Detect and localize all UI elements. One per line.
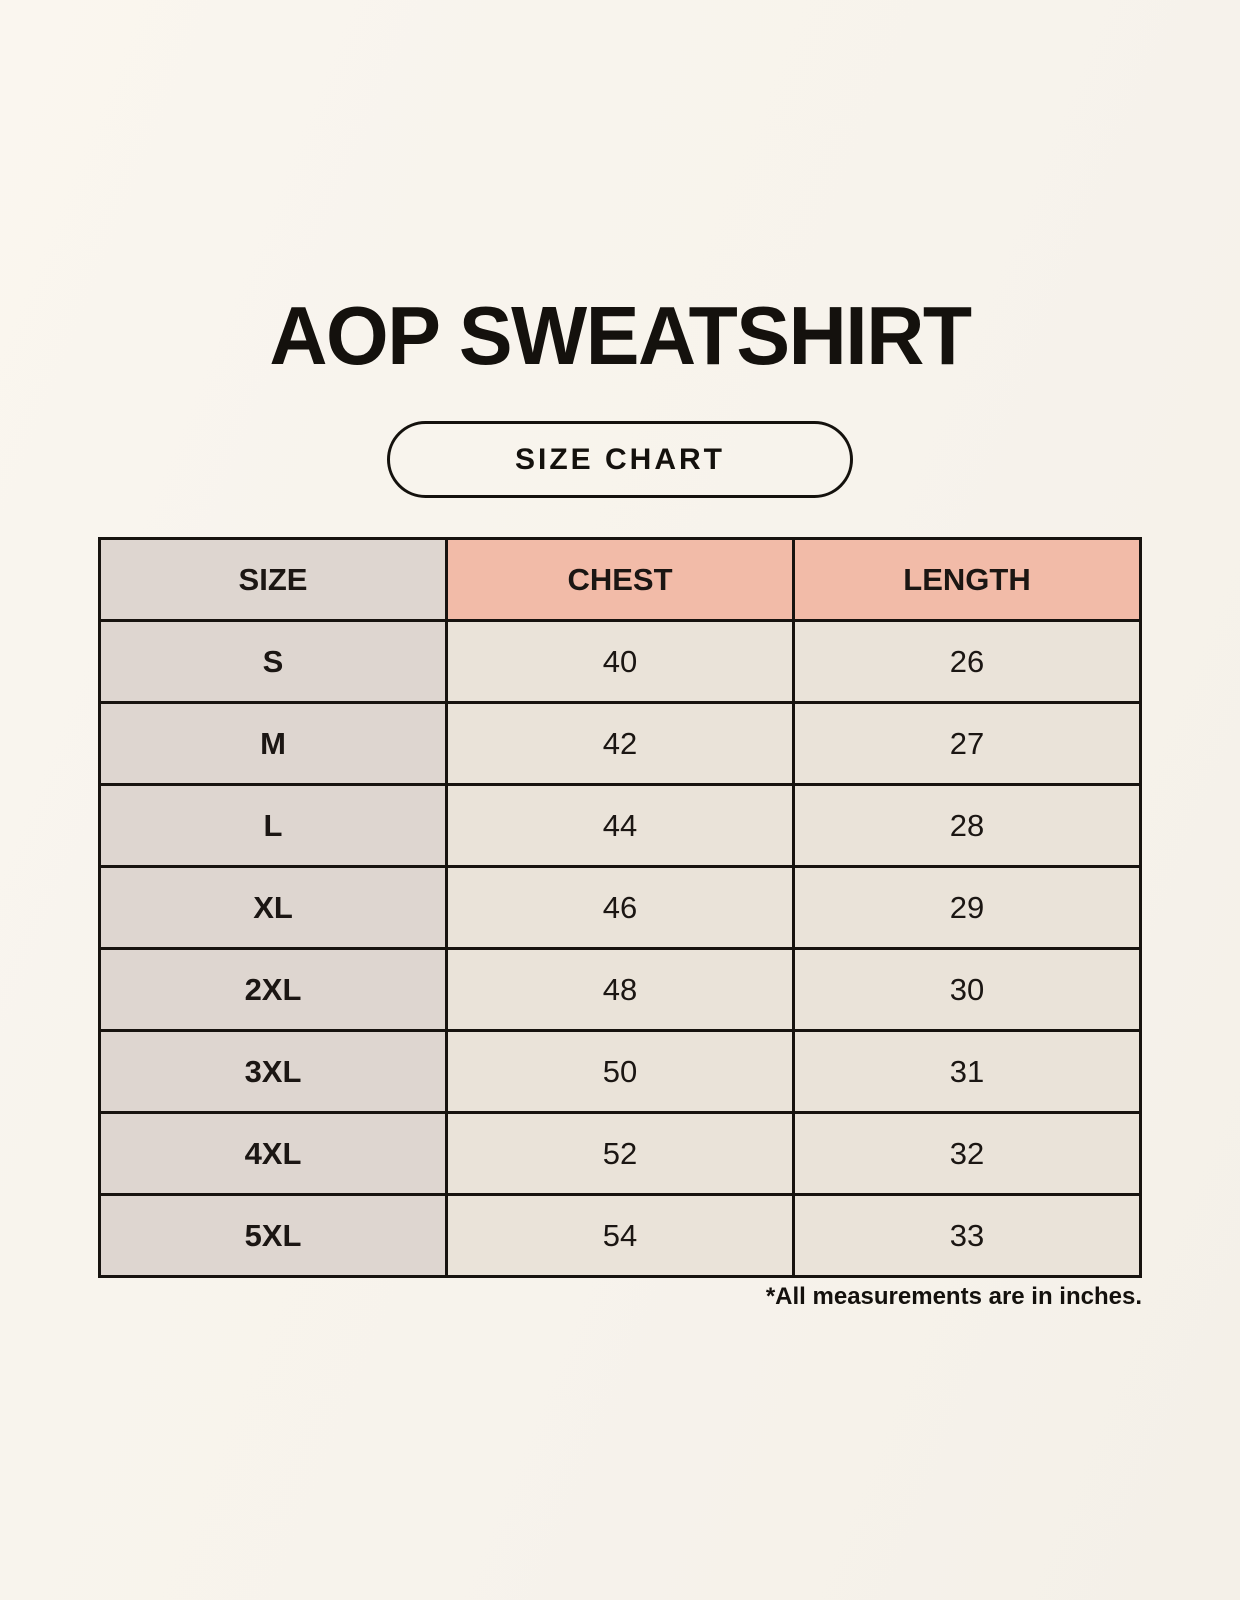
size-cell: M [98, 701, 448, 786]
size-cell: L [98, 783, 448, 868]
size-cell: S [98, 619, 448, 704]
table-row: M 42 27 [98, 701, 1142, 786]
table-body: S 40 26 M 42 27 L 44 28 XL 46 29 2XL 48 30 3XL 50 31 4XL 52… [98, 619, 1142, 1278]
size-cell: XL [98, 865, 448, 950]
chest-cell: 42 [445, 701, 795, 786]
table-row: 2XL 48 30 [98, 947, 1142, 1032]
chest-cell: 54 [445, 1193, 795, 1278]
chest-cell: 46 [445, 865, 795, 950]
size-cell: 3XL [98, 1029, 448, 1114]
table-row: XL 46 29 [98, 865, 1142, 950]
table-header-row: SIZE CHEST LENGTH [98, 537, 1142, 622]
length-cell: 30 [792, 947, 1142, 1032]
column-header-length: LENGTH [792, 537, 1142, 622]
column-header-size: SIZE [98, 537, 448, 622]
table-row: L 44 28 [98, 783, 1142, 868]
measurements-footnote: *All measurements are in inches. [765, 1283, 1142, 1310]
size-cell: 5XL [98, 1193, 448, 1278]
table-row: 5XL 54 33 [98, 1193, 1142, 1278]
length-cell: 31 [792, 1029, 1142, 1114]
chest-cell: 52 [445, 1111, 795, 1196]
length-cell: 29 [792, 865, 1142, 950]
table-row: S 40 26 [98, 619, 1142, 704]
chest-cell: 44 [445, 783, 795, 868]
size-cell: 2XL [98, 947, 448, 1032]
chest-cell: 40 [445, 619, 795, 704]
size-chart-table: SIZE CHEST LENGTH S 40 26 M 42 27 L 44 28 XL 46 29 2… [98, 537, 1142, 1278]
table-header: SIZE CHEST LENGTH [98, 537, 1142, 622]
length-cell: 27 [792, 701, 1142, 786]
length-cell: 28 [792, 783, 1142, 868]
length-cell: 26 [792, 619, 1142, 704]
table-row: 3XL 50 31 [98, 1029, 1142, 1114]
size-chart-button-label: SIZE CHART [515, 442, 725, 476]
column-header-chest: CHEST [445, 537, 795, 622]
table-row: 4XL 52 32 [98, 1111, 1142, 1196]
page-title: AOP SWEATSHIRT [269, 289, 972, 382]
size-chart-button[interactable]: SIZE CHART [387, 421, 853, 498]
chest-cell: 48 [445, 947, 795, 1032]
size-cell: 4XL [98, 1111, 448, 1196]
length-cell: 33 [792, 1193, 1142, 1278]
length-cell: 32 [792, 1111, 1142, 1196]
chest-cell: 50 [445, 1029, 795, 1114]
